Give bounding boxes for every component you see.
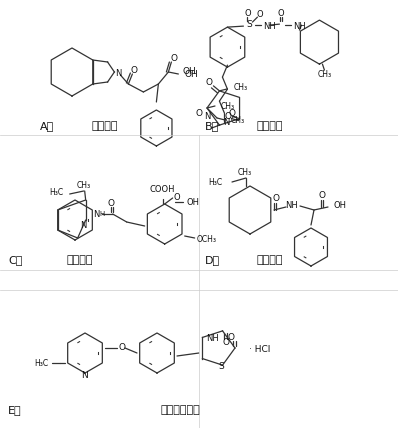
Text: CH₃: CH₃ [77, 181, 91, 190]
Text: O: O [228, 333, 234, 342]
Text: NH: NH [263, 22, 276, 31]
Text: B．: B． [205, 121, 219, 131]
Text: A．: A． [40, 121, 54, 131]
Text: OCH₃: OCH₃ [197, 235, 217, 244]
Text: N: N [204, 112, 210, 121]
Text: O: O [119, 344, 125, 353]
Text: 那格列奈: 那格列奈 [257, 255, 283, 265]
Text: H: H [100, 211, 105, 217]
Text: 米格列奈: 米格列奈 [92, 121, 118, 131]
Text: 瑞格列奈: 瑞格列奈 [67, 255, 93, 265]
Text: COOH: COOH [150, 184, 176, 193]
Text: O: O [171, 54, 178, 62]
Text: N: N [82, 372, 88, 380]
Text: O: O [222, 339, 229, 348]
Text: H₃C: H₃C [50, 187, 64, 196]
Text: OH: OH [334, 200, 347, 209]
Text: OH: OH [182, 66, 196, 75]
Text: O: O [174, 193, 180, 202]
Text: CH₃: CH₃ [234, 83, 248, 92]
Text: N: N [115, 68, 122, 77]
Text: O: O [206, 78, 213, 87]
Text: H₃C: H₃C [208, 178, 222, 187]
Text: CH₃: CH₃ [221, 101, 235, 110]
Text: N: N [93, 209, 99, 219]
Text: 格列美脲: 格列美脲 [257, 121, 283, 131]
Text: O: O [273, 193, 279, 202]
Text: H₃C: H₃C [34, 359, 48, 368]
Text: E．: E． [8, 405, 21, 415]
Text: C．: C． [8, 255, 22, 265]
Text: CH₃: CH₃ [231, 116, 245, 125]
Text: O: O [318, 190, 326, 199]
Text: O: O [244, 9, 251, 18]
Text: CH₃: CH₃ [317, 70, 332, 79]
Text: S: S [247, 20, 252, 29]
Text: · HCl: · HCl [249, 345, 270, 354]
Text: O: O [256, 9, 263, 19]
Text: CH₃: CH₃ [238, 167, 252, 176]
Text: O: O [277, 9, 284, 18]
Text: D．: D． [205, 255, 220, 265]
Text: O: O [195, 109, 203, 118]
Text: S: S [219, 362, 224, 371]
Text: NH: NH [207, 334, 219, 343]
Text: O: O [228, 109, 235, 118]
Text: N: N [223, 118, 230, 127]
Text: OH: OH [184, 69, 198, 78]
Text: O: O [131, 65, 138, 74]
Text: NH: NH [286, 200, 298, 209]
Text: OH: OH [187, 197, 200, 206]
Text: 盐酸吡格列酮: 盐酸吡格列酮 [160, 405, 200, 415]
Text: O: O [107, 199, 114, 208]
Text: N: N [80, 220, 87, 229]
Text: O: O [224, 112, 231, 121]
Text: NH: NH [293, 22, 306, 31]
